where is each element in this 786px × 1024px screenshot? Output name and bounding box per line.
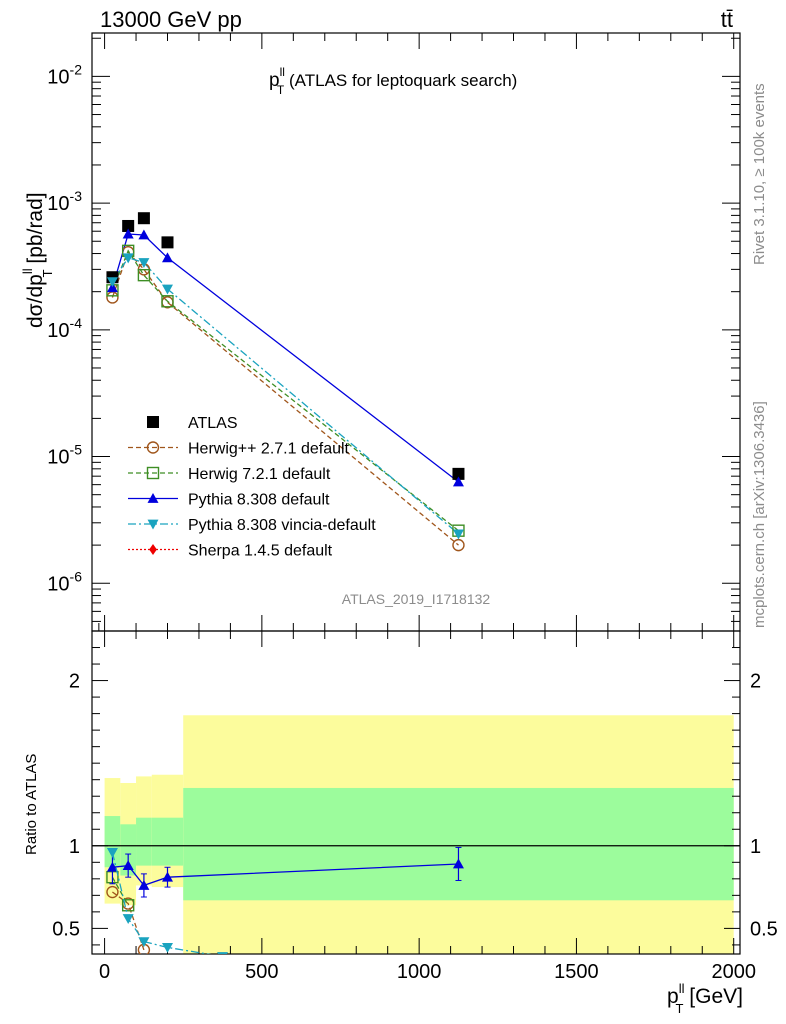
y-tick-label: 10-4	[47, 315, 82, 342]
legend: ATLAS Herwig++ 2.7.1 default Herwig 7.2.1 …	[128, 415, 376, 560]
band-inner	[136, 817, 152, 866]
pythia-ratio-point	[106, 861, 118, 872]
x-tick-label: 500	[245, 961, 278, 983]
band-inner	[183, 787, 734, 901]
y-axis-label-ratio: Ratio to ATLAS	[23, 754, 40, 855]
vincia-point	[161, 284, 173, 295]
herwig7-ratio-point	[121, 899, 135, 912]
pythia-ratio-point	[161, 871, 173, 882]
rivet-version-label: Rivet 3.1.10, ≥ 100k events	[751, 83, 768, 265]
pythia-point	[122, 228, 134, 239]
ratio-y-tick-label-right: 2	[750, 671, 761, 693]
atlas-point	[161, 236, 174, 249]
energy-label: 13000 GeV pp	[100, 7, 242, 32]
y-tick-label: 10-6	[47, 568, 82, 595]
vincia-point	[106, 277, 118, 288]
pythia-point	[106, 282, 118, 293]
pythia-point	[452, 476, 464, 487]
band-inner	[151, 817, 184, 866]
vincia-point	[138, 258, 150, 268]
legend-marker-atlas	[147, 416, 159, 428]
legend-label-herwigpp: Herwig++ 2.7.1 default	[188, 441, 350, 458]
legend-marker-vincia	[147, 519, 159, 530]
plot-title: pll T (ATLAS for leptoquark search)	[269, 65, 517, 97]
x-tick-label: 1500	[554, 961, 599, 983]
y-tick-label: 10-5	[47, 442, 82, 469]
legend-label-vincia: Pythia 8.308 vincia-default	[188, 517, 376, 534]
legend-marker-sherpa	[149, 544, 157, 555]
vincia-point	[452, 529, 464, 540]
mcplots-label: mcplots.cern.ch [arXiv:1306.3436]	[751, 401, 768, 628]
legend-label-herwig7: Herwig 7.2.1 default	[188, 466, 331, 483]
legend-label-atlas: ATLAS	[188, 415, 238, 432]
herwig7-line	[111, 249, 459, 532]
vincia-ratio-point	[217, 952, 229, 954]
pythia-ratio-point	[122, 860, 134, 871]
ratio-y-tick-label: 2	[69, 671, 80, 693]
pythia-ratio-point	[452, 858, 464, 869]
atlas-point	[137, 212, 150, 225]
pythia-point	[138, 229, 150, 240]
y-tick-label: 10-3	[47, 188, 82, 215]
vincia-point	[122, 253, 134, 264]
legend-label-sherpa: Sherpa 1.4.5 default	[188, 543, 333, 560]
ratio-y-tick-label-right: 0.5	[750, 918, 778, 940]
main-panel-frame	[91, 32, 741, 632]
herwig7-point	[161, 295, 174, 308]
ratio-series	[106, 846, 464, 954]
pythia-ratio-point	[138, 879, 150, 890]
vincia-ratio-point	[122, 914, 134, 924]
ratio-y-tick-label: 0.5	[52, 918, 80, 940]
x-axis-label: pll T [GeV]	[667, 981, 743, 1016]
vincia-ratio-point	[138, 937, 150, 948]
x-tick-label: 1000	[397, 961, 442, 983]
herwig7-ratio-line	[111, 876, 129, 906]
ratio-y-tick-label: 1	[69, 836, 80, 858]
atlas-point	[452, 467, 465, 480]
vincia-ratio-point	[161, 942, 173, 953]
ratio-y-tick-label-right: 1	[750, 836, 761, 858]
pythia-point	[161, 252, 173, 263]
ratio-uncertainty-bands	[104, 715, 734, 954]
legend-marker-herwig7	[146, 466, 160, 480]
analysis-id: ATLAS_2019_I1718132	[342, 591, 491, 607]
x-tick-label: 0	[99, 961, 110, 983]
series-markers	[106, 212, 465, 552]
legend-marker-pythia	[147, 493, 159, 503]
atlas-point	[122, 219, 135, 232]
legend-marker-herwigpp	[146, 441, 160, 454]
y-tick-label: 10-2	[47, 61, 82, 88]
band-inner	[104, 816, 121, 868]
vincia-ratio-point	[106, 847, 118, 858]
herwig7-point	[137, 268, 151, 282]
herwigpp-point	[452, 538, 465, 552]
process-label: tt̄	[721, 7, 733, 32]
axis-ticks: 0 500 1000 1500 2000 10-6 10-5 10-4 10-3 10-2 0.5 0…	[47, 33, 778, 983]
herwigpp-ratio-point	[106, 885, 119, 899]
ratio-panel-frame	[91, 630, 741, 955]
band-inner	[120, 824, 137, 876]
y-axis-label-main: dσ/dpll T [pb/rad]	[20, 192, 55, 328]
x-tick-label: 2000	[711, 961, 756, 983]
legend-label-pythia: Pythia 8.308 default	[188, 492, 330, 509]
